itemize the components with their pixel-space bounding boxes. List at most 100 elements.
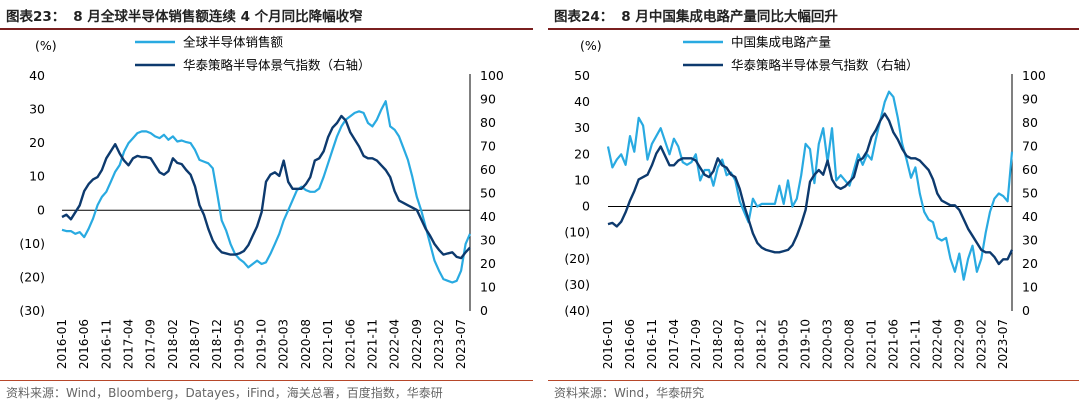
x-axis-tick-label: 2017-04: [122, 319, 136, 369]
right-axis-tick-label: 40: [480, 209, 496, 224]
x-axis-tick-label: 2016-01: [55, 319, 69, 369]
left-axis-tick-label: 20: [574, 146, 590, 161]
right-axis-tick-label: 40: [1022, 209, 1038, 224]
chart-title-row: 图表24： 8 月中国集成电路产量同比大幅回升: [554, 4, 838, 26]
x-axis-tick-label: 2018-12: [210, 319, 224, 369]
x-axis-tick-label: 2023-07: [996, 319, 1010, 369]
left-axis-tick-label: (10): [564, 225, 590, 240]
x-axis-tick-label: 2018-07: [733, 319, 747, 369]
left-axis-tick-label: 50: [574, 68, 590, 83]
x-axis-tick-label: 2021-11: [908, 319, 922, 369]
chart-title: 8 月中国集成电路产量同比大幅回升: [621, 9, 838, 25]
x-axis-tick-label: 2022-04: [930, 319, 944, 369]
x-axis-tick-label: 2022-09: [952, 319, 966, 369]
left-axis-tick-label: (10): [19, 236, 45, 251]
legend-label: 华泰策略半导体景气指数（右轴）: [731, 58, 919, 73]
x-axis-tick-label: 2016-06: [77, 319, 91, 369]
right-axis-tick-label: 100: [1022, 68, 1046, 83]
x-axis-tick-label: 2022-09: [410, 319, 424, 369]
chart-title: 8 月全球半导体销售额连续 4 个月同比降幅收窄: [73, 9, 363, 25]
right-axis-tick-label: 60: [1022, 162, 1038, 177]
x-axis-tick-label: 2018-02: [166, 319, 180, 369]
x-axis-tick-label: 2023-07: [454, 319, 468, 369]
x-axis-tick-label: 2019-10: [799, 319, 813, 369]
x-axis-tick-label: 2018-02: [711, 319, 725, 369]
left-axis-tick-label: 10: [29, 169, 45, 184]
x-axis-tick-label: 2021-11: [365, 319, 379, 369]
series-line-primary: [606, 90, 1014, 281]
x-axis-tick-label: 2018-07: [188, 319, 202, 369]
x-axis-tick-label: 2023-02: [974, 319, 988, 369]
series-line-index: [607, 112, 1014, 266]
left-axis-tick-label: (20): [564, 251, 590, 266]
x-axis-tick-label: 2016-01: [601, 319, 615, 369]
right-axis-tick-label: 10: [1022, 280, 1038, 295]
x-axis-tick-label: 2017-04: [667, 319, 681, 369]
x-axis-tick-label: 2020-03: [821, 319, 835, 369]
right-axis-tick-label: 60: [480, 162, 496, 177]
series-line-primary: [61, 100, 472, 284]
source-divider: [548, 380, 1079, 381]
figure-label: 图表23：: [6, 9, 66, 25]
x-axis-tick-label: 2017-09: [144, 319, 158, 369]
legend-label: 华泰策略半导体景气指数（右轴）: [183, 58, 371, 73]
title-divider: [0, 28, 533, 30]
right-axis-tick-label: 90: [1022, 92, 1038, 107]
left-axis-tick-label: 40: [29, 68, 45, 83]
right-axis-tick-label: 0: [480, 303, 488, 318]
x-axis-tick-label: 2016-11: [645, 319, 659, 369]
series-line-index: [61, 114, 471, 260]
x-axis-tick-label: 2016-06: [623, 319, 637, 369]
chart-title-row: 图表23： 8 月全球半导体销售额连续 4 个月同比降幅收窄: [6, 4, 363, 26]
left-axis-tick-label: (30): [19, 303, 45, 318]
x-axis-tick-label: 2021-01: [864, 319, 878, 369]
left-axis-tick-label: 30: [29, 102, 45, 117]
right-axis-tick-label: 70: [1022, 139, 1038, 154]
right-axis-tick-label: 20: [480, 256, 496, 271]
left-axis-tick-label: (30): [564, 277, 590, 292]
right-axis-tick-label: 50: [1022, 186, 1038, 201]
right-axis-tick-label: 20: [1022, 256, 1038, 271]
right-axis-tick-label: 50: [480, 186, 496, 201]
right-axis-tick-label: 10: [480, 280, 496, 295]
right-axis-tick-label: 30: [1022, 233, 1038, 248]
left-axis-tick-label: (40): [564, 303, 590, 318]
left-axis-tick-label: 40: [574, 94, 590, 109]
x-axis-tick-label: 2019-10: [255, 319, 269, 369]
right-axis-tick-label: 70: [480, 139, 496, 154]
right-axis-tick-label: 0: [1022, 303, 1030, 318]
x-axis-tick-label: 2019-05: [777, 319, 791, 369]
x-axis-tick-label: 2019-05: [232, 319, 246, 369]
left-axis-unit: (%): [35, 38, 57, 53]
x-axis-tick-label: 2018-12: [755, 319, 769, 369]
left-axis-tick-label: 10: [574, 172, 590, 187]
left-axis-unit: (%): [580, 38, 602, 53]
title-divider: [548, 28, 1079, 30]
x-axis-tick-label: 2023-02: [432, 319, 446, 369]
right-axis-tick-label: 100: [480, 68, 504, 83]
x-axis-tick-label: 2022-04: [388, 319, 402, 369]
right-axis-tick-label: 80: [480, 115, 496, 130]
chart-panel-china-ic-output: 图表24： 8 月中国集成电路产量同比大幅回升 (%) 50 40 30 20 10 0 (1…: [548, 0, 1079, 412]
right-axis-tick-label: 30: [480, 233, 496, 248]
source-note: 资料来源：Wind，华泰研究: [554, 386, 705, 400]
right-axis-tick-label: 90: [480, 92, 496, 107]
chart-panel-semiconductor-sales: 图表23： 8 月全球半导体销售额连续 4 个月同比降幅收窄 (%) 40 30 20…: [0, 0, 533, 412]
x-axis-tick-label: 2020-03: [277, 319, 291, 369]
x-axis-tick-label: 2021-06: [886, 319, 900, 369]
x-axis-tick-label: 2016-11: [99, 319, 113, 369]
x-axis-tick-label: 2021-06: [343, 319, 357, 369]
legend-label: 中国集成电路产量: [731, 35, 831, 50]
left-axis-tick-label: (20): [19, 269, 45, 284]
x-axis-tick-label: 2020-08: [843, 319, 857, 369]
source-note: 资料来源：Wind，Bloomberg，Datayes，iFind，海关总署，百…: [6, 386, 443, 400]
left-axis-tick-label: 0: [37, 202, 45, 217]
x-axis-tick-label: 2021-01: [321, 319, 335, 369]
legend-label: 全球半导体销售额: [183, 35, 284, 50]
left-axis-tick-label: 20: [29, 135, 45, 150]
figure-label: 图表24：: [554, 9, 614, 25]
right-axis-tick-label: 80: [1022, 115, 1038, 130]
left-axis-tick-label: 30: [574, 120, 590, 135]
source-divider: [0, 380, 533, 381]
x-axis-tick-label: 2017-09: [689, 319, 703, 369]
